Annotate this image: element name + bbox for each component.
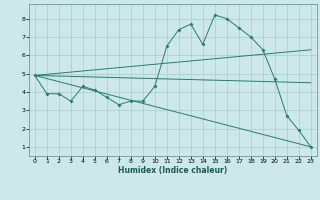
X-axis label: Humidex (Indice chaleur): Humidex (Indice chaleur) <box>118 166 228 175</box>
